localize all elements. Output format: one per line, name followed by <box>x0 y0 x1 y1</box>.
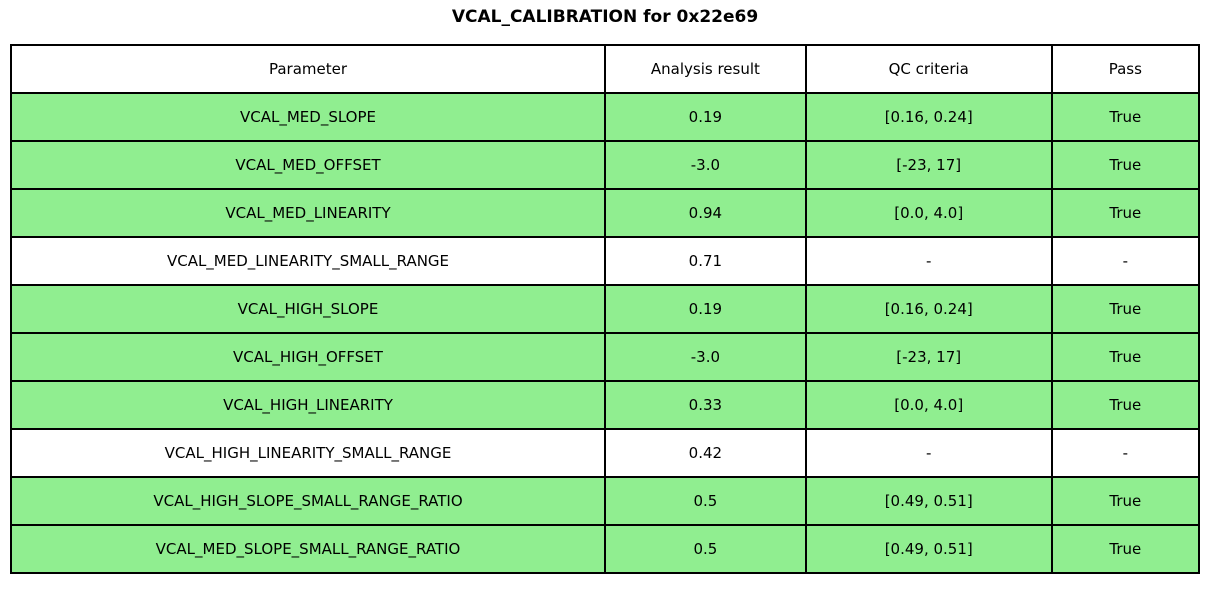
qc-results-table: Parameter Analysis result QC criteria Pa… <box>10 44 1201 574</box>
analysis-result-cell: 0.33 <box>604 380 807 430</box>
parameter-cell: VCAL_MED_OFFSET <box>10 140 606 190</box>
qc-criteria-cell: [0.0, 4.0] <box>804 188 1053 238</box>
table-row: VCAL_MED_OFFSET -3.0 [-23, 17] True <box>10 140 1201 190</box>
qc-criteria-cell: [0.0, 4.0] <box>804 380 1053 430</box>
analysis-result-cell: 0.19 <box>604 92 807 142</box>
column-header-analysis-result: Analysis result <box>604 44 807 94</box>
analysis-result-cell: 0.42 <box>604 428 807 478</box>
qc-criteria-cell: [-23, 17] <box>804 332 1053 382</box>
pass-cell: True <box>1050 284 1201 334</box>
pass-cell: - <box>1050 236 1201 286</box>
table-row: VCAL_MED_LINEARITY_SMALL_RANGE 0.71 - - <box>10 236 1201 286</box>
analysis-result-cell: 0.5 <box>604 524 807 574</box>
page-title: VCAL_CALIBRATION for 0x22e69 <box>451 7 759 27</box>
parameter-cell: VCAL_HIGH_LINEARITY <box>10 380 606 430</box>
parameter-cell: VCAL_MED_SLOPE <box>10 92 606 142</box>
pass-cell: True <box>1050 92 1201 142</box>
header-row: Parameter Analysis result QC criteria Pa… <box>10 44 1201 94</box>
table-row: VCAL_HIGH_OFFSET -3.0 [-23, 17] True <box>10 332 1201 382</box>
column-header-qc-criteria: QC criteria <box>804 44 1053 94</box>
analysis-result-cell: 0.94 <box>604 188 807 238</box>
pass-cell: True <box>1050 380 1201 430</box>
analysis-result-cell: -3.0 <box>604 140 807 190</box>
parameter-cell: VCAL_MED_LINEARITY_SMALL_RANGE <box>10 236 606 286</box>
pass-cell: True <box>1050 332 1201 382</box>
analysis-result-cell: -3.0 <box>604 332 807 382</box>
qc-criteria-cell: [0.16, 0.24] <box>804 284 1053 334</box>
parameter-cell: VCAL_HIGH_SLOPE_SMALL_RANGE_RATIO <box>10 476 606 526</box>
pass-cell: True <box>1050 524 1201 574</box>
pass-cell: True <box>1050 140 1201 190</box>
qc-criteria-cell: [0.16, 0.24] <box>804 92 1053 142</box>
table-row: VCAL_MED_LINEARITY 0.94 [0.0, 4.0] True <box>10 188 1201 238</box>
pass-cell: True <box>1050 476 1201 526</box>
analysis-result-cell: 0.71 <box>604 236 807 286</box>
column-header-pass: Pass <box>1050 44 1201 94</box>
table-row: VCAL_HIGH_LINEARITY 0.33 [0.0, 4.0] True <box>10 380 1201 430</box>
table-row: VCAL_MED_SLOPE 0.19 [0.16, 0.24] True <box>10 92 1201 142</box>
qc-criteria-cell: - <box>804 236 1053 286</box>
parameter-cell: VCAL_HIGH_OFFSET <box>10 332 606 382</box>
table-row: VCAL_HIGH_LINEARITY_SMALL_RANGE 0.42 - - <box>10 428 1201 478</box>
parameter-cell: VCAL_HIGH_SLOPE <box>10 284 606 334</box>
table-row: VCAL_MED_SLOPE_SMALL_RANGE_RATIO 0.5 [0.… <box>10 524 1201 574</box>
analysis-result-cell: 0.19 <box>604 284 807 334</box>
pass-cell: - <box>1050 428 1201 478</box>
analysis-result-cell: 0.5 <box>604 476 807 526</box>
table-row: VCAL_HIGH_SLOPE_SMALL_RANGE_RATIO 0.5 [0… <box>10 476 1201 526</box>
table-row: VCAL_HIGH_SLOPE 0.19 [0.16, 0.24] True <box>10 284 1201 334</box>
parameter-cell: VCAL_MED_SLOPE_SMALL_RANGE_RATIO <box>10 524 606 574</box>
qc-criteria-cell: [-23, 17] <box>804 140 1053 190</box>
qc-criteria-cell: - <box>804 428 1053 478</box>
column-header-parameter: Parameter <box>10 44 606 94</box>
parameter-cell: VCAL_MED_LINEARITY <box>10 188 606 238</box>
qc-criteria-cell: [0.49, 0.51] <box>804 476 1053 526</box>
pass-cell: True <box>1050 188 1201 238</box>
parameter-cell: VCAL_HIGH_LINEARITY_SMALL_RANGE <box>10 428 606 478</box>
qc-criteria-cell: [0.49, 0.51] <box>804 524 1053 574</box>
